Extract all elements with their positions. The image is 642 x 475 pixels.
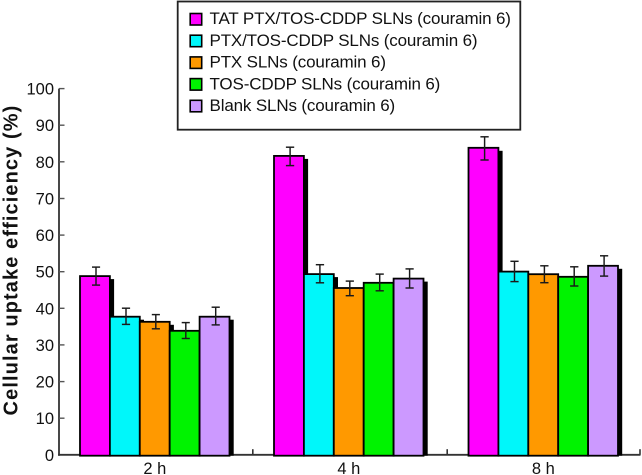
svg-text:TOS-CDDP SLNs (couramin 6): TOS-CDDP SLNs (couramin 6) <box>210 74 441 93</box>
svg-text:TAT PTX/TOS-CDDP SLNs (courami: TAT PTX/TOS-CDDP SLNs (couramin 6) <box>210 9 511 28</box>
svg-text:70: 70 <box>36 191 54 209</box>
svg-text:30: 30 <box>36 337 54 355</box>
svg-text:20: 20 <box>36 374 54 392</box>
svg-text:100: 100 <box>26 81 54 99</box>
svg-text:80: 80 <box>36 154 54 172</box>
svg-text:4 h: 4 h <box>337 460 360 475</box>
svg-text:10: 10 <box>36 410 54 428</box>
svg-text:PTX SLNs (couramin 6): PTX SLNs (couramin 6) <box>210 53 386 72</box>
svg-text:PTX/TOS-CDDP SLNs (couramin 6): PTX/TOS-CDDP SLNs (couramin 6) <box>210 31 478 50</box>
svg-text:8 h: 8 h <box>532 460 555 475</box>
svg-text:Blank SLNs (couramin 6): Blank SLNs (couramin 6) <box>210 96 396 115</box>
svg-text:60: 60 <box>36 227 54 245</box>
svg-text:2 h: 2 h <box>143 460 166 475</box>
svg-text:Cellular uptake efficiency (%): Cellular uptake efficiency (%) <box>1 105 23 416</box>
svg-text:0: 0 <box>45 447 54 465</box>
svg-text:90: 90 <box>36 117 54 135</box>
svg-text:40: 40 <box>36 300 54 318</box>
svg-text:50: 50 <box>36 264 54 282</box>
